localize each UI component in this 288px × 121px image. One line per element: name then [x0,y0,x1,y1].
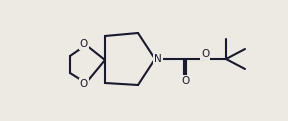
Text: O: O [80,39,88,49]
Text: O: O [181,76,189,86]
Text: N: N [154,54,162,64]
Text: O: O [80,79,88,89]
Text: O: O [201,49,209,59]
